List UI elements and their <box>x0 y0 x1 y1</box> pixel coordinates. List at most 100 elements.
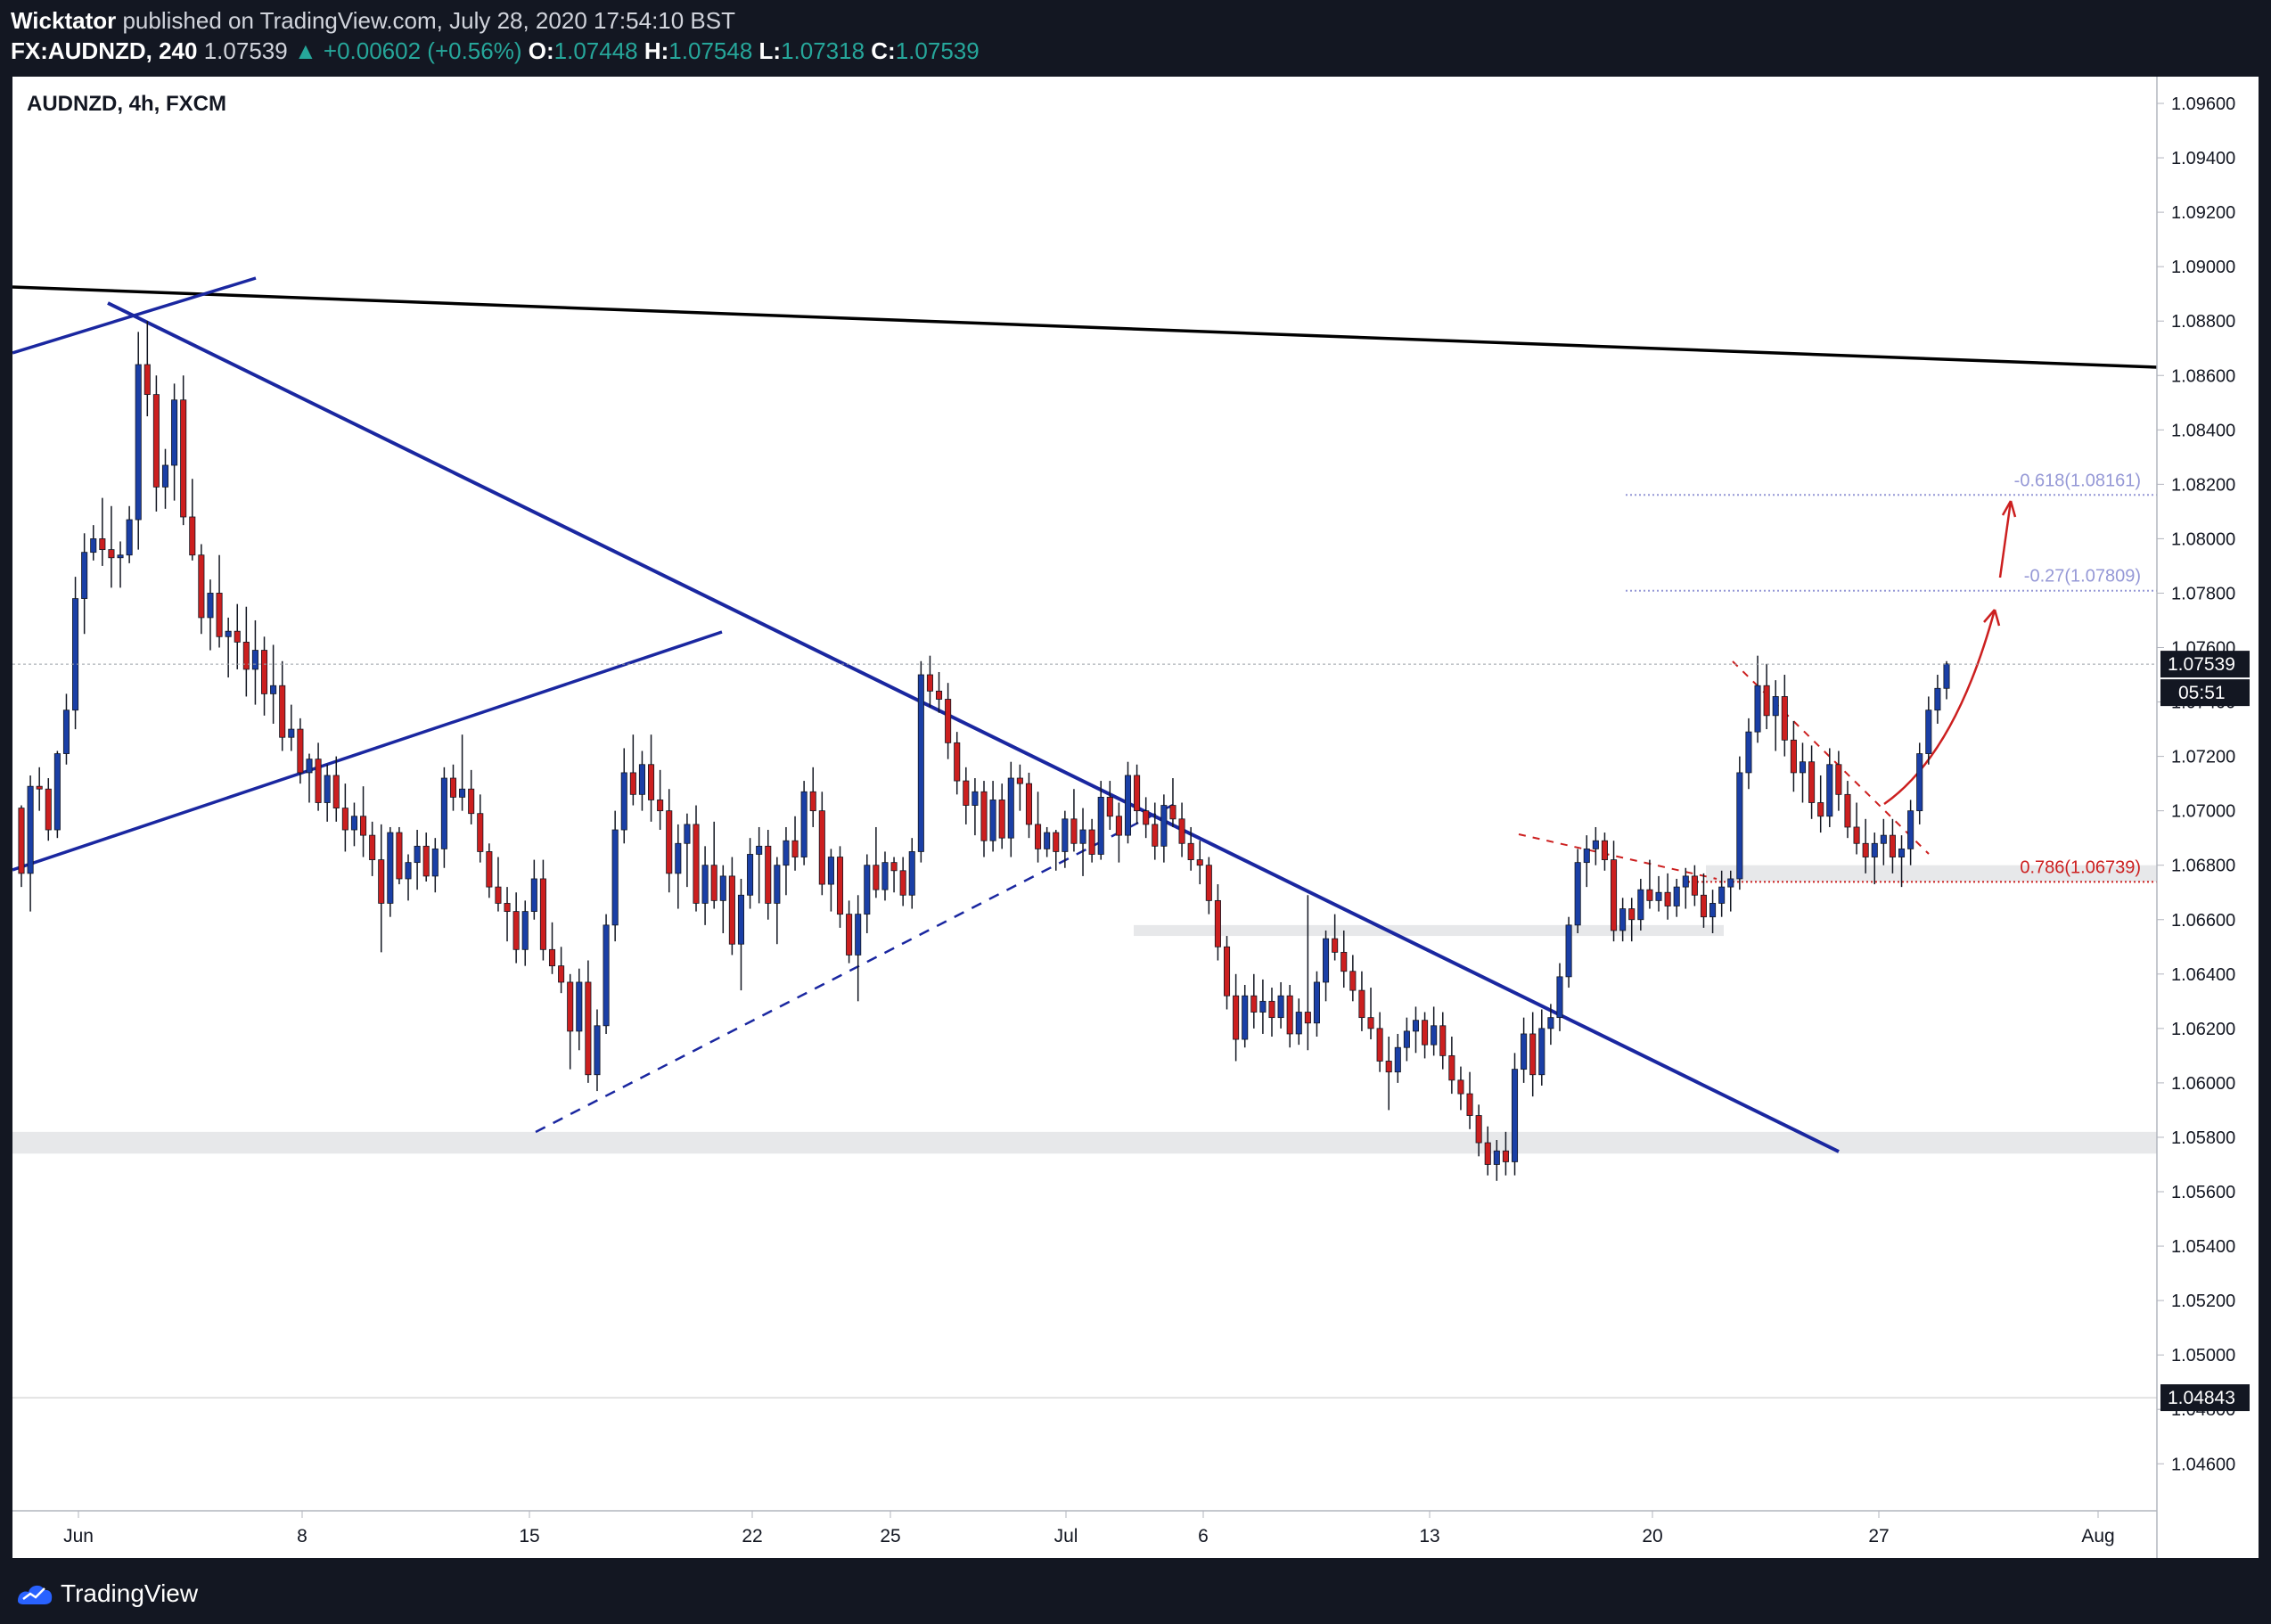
candle[interactable] <box>1457 1066 1464 1111</box>
time-axis[interactable]: Jun 8 15 22 25 Jul 6 13 20 27 Aug <box>63 1511 2115 1546</box>
candle[interactable] <box>765 830 772 920</box>
candle[interactable] <box>998 783 1005 849</box>
candle[interactable] <box>1502 1131 1509 1176</box>
support-zone[interactable] <box>1134 924 1724 937</box>
support-zone[interactable] <box>1706 865 2157 882</box>
candle[interactable] <box>1134 764 1141 824</box>
candle[interactable] <box>477 794 484 863</box>
candle[interactable] <box>1565 916 1572 988</box>
candle[interactable] <box>611 810 619 942</box>
candle[interactable] <box>881 851 889 901</box>
candles-series[interactable] <box>18 321 1950 1181</box>
candle[interactable] <box>675 824 682 909</box>
candle[interactable] <box>1601 833 1608 871</box>
candle[interactable] <box>1169 778 1176 827</box>
candle[interactable] <box>45 778 52 841</box>
candle[interactable] <box>1718 870 1726 917</box>
candle[interactable] <box>1242 985 1249 1048</box>
candle[interactable] <box>1871 833 1878 885</box>
candle[interactable] <box>1106 781 1113 831</box>
candle[interactable] <box>1772 680 1779 751</box>
candle[interactable] <box>1619 898 1627 942</box>
candle[interactable] <box>530 859 537 920</box>
candle[interactable] <box>1088 818 1095 863</box>
candle[interactable] <box>431 838 439 893</box>
dashed-support-line[interactable] <box>535 803 1174 1134</box>
candle[interactable] <box>306 753 313 803</box>
candle[interactable] <box>1313 971 1320 1038</box>
candle[interactable] <box>1862 818 1869 874</box>
black-resistance-line[interactable] <box>12 285 2158 369</box>
candle[interactable] <box>1727 870 1734 912</box>
candle[interactable] <box>1637 878 1644 931</box>
candle[interactable] <box>719 865 726 934</box>
candle[interactable] <box>251 619 258 705</box>
candle[interactable] <box>1628 898 1636 942</box>
projection-arrow-1[interactable] <box>1883 609 1996 806</box>
candle[interactable] <box>1853 802 1860 855</box>
candle[interactable] <box>666 789 673 893</box>
candle[interactable] <box>521 900 529 966</box>
candle[interactable] <box>1826 748 1833 827</box>
candle[interactable] <box>1611 841 1618 942</box>
candle[interactable] <box>548 922 556 974</box>
candle[interactable] <box>1143 797 1150 839</box>
candle[interactable] <box>1035 791 1042 863</box>
candle[interactable] <box>1044 826 1051 857</box>
candle[interactable] <box>1592 826 1599 865</box>
candle[interactable] <box>1763 663 1770 730</box>
candle[interactable] <box>638 750 645 811</box>
candle[interactable] <box>1062 810 1069 868</box>
candle[interactable] <box>396 826 403 885</box>
candle[interactable] <box>360 786 367 857</box>
candle[interactable] <box>791 816 799 871</box>
candle[interactable] <box>1340 930 1348 988</box>
candle[interactable] <box>1304 895 1311 1051</box>
candle[interactable] <box>1475 1104 1482 1157</box>
candle[interactable] <box>1394 1033 1401 1083</box>
candle[interactable] <box>629 734 636 806</box>
candle[interactable] <box>1484 1126 1491 1176</box>
candle[interactable] <box>963 767 970 824</box>
candle[interactable] <box>1808 745 1816 819</box>
candle[interactable] <box>504 887 511 942</box>
ascending-channel-line[interactable] <box>12 630 723 872</box>
candle[interactable] <box>189 479 196 561</box>
candle[interactable] <box>585 960 592 1083</box>
candle[interactable] <box>1916 742 1923 824</box>
candle[interactable] <box>152 375 160 512</box>
candle[interactable] <box>945 683 952 759</box>
candle[interactable] <box>567 973 574 1070</box>
candle[interactable] <box>1431 1006 1438 1056</box>
candle[interactable] <box>684 813 691 888</box>
candle[interactable] <box>1898 835 1906 888</box>
candle[interactable] <box>1673 878 1680 917</box>
candle[interactable] <box>171 383 178 501</box>
candle[interactable] <box>954 732 961 795</box>
candle[interactable] <box>422 833 430 882</box>
candle[interactable] <box>341 783 348 852</box>
candle[interactable] <box>270 644 277 724</box>
candle[interactable] <box>693 805 700 912</box>
candle[interactable] <box>1754 655 1761 743</box>
candle[interactable] <box>1214 884 1221 961</box>
candle[interactable] <box>1439 1012 1447 1070</box>
candle[interactable] <box>800 781 808 865</box>
candle[interactable] <box>890 857 898 893</box>
candle[interactable] <box>369 821 376 876</box>
candle[interactable] <box>1691 865 1698 906</box>
candle[interactable] <box>459 734 466 811</box>
candle[interactable] <box>1376 1012 1383 1072</box>
candle[interactable] <box>27 775 34 912</box>
candle[interactable] <box>1466 1071 1473 1129</box>
candle[interactable] <box>827 849 834 912</box>
candle[interactable] <box>1187 826 1194 871</box>
candle[interactable] <box>1664 873 1671 920</box>
candle[interactable] <box>440 767 447 868</box>
candle[interactable] <box>710 821 717 909</box>
candle[interactable] <box>1053 830 1060 871</box>
candle[interactable] <box>1286 985 1293 1048</box>
candle[interactable] <box>620 748 627 844</box>
candle[interactable] <box>90 525 97 561</box>
candle[interactable] <box>1709 890 1717 934</box>
